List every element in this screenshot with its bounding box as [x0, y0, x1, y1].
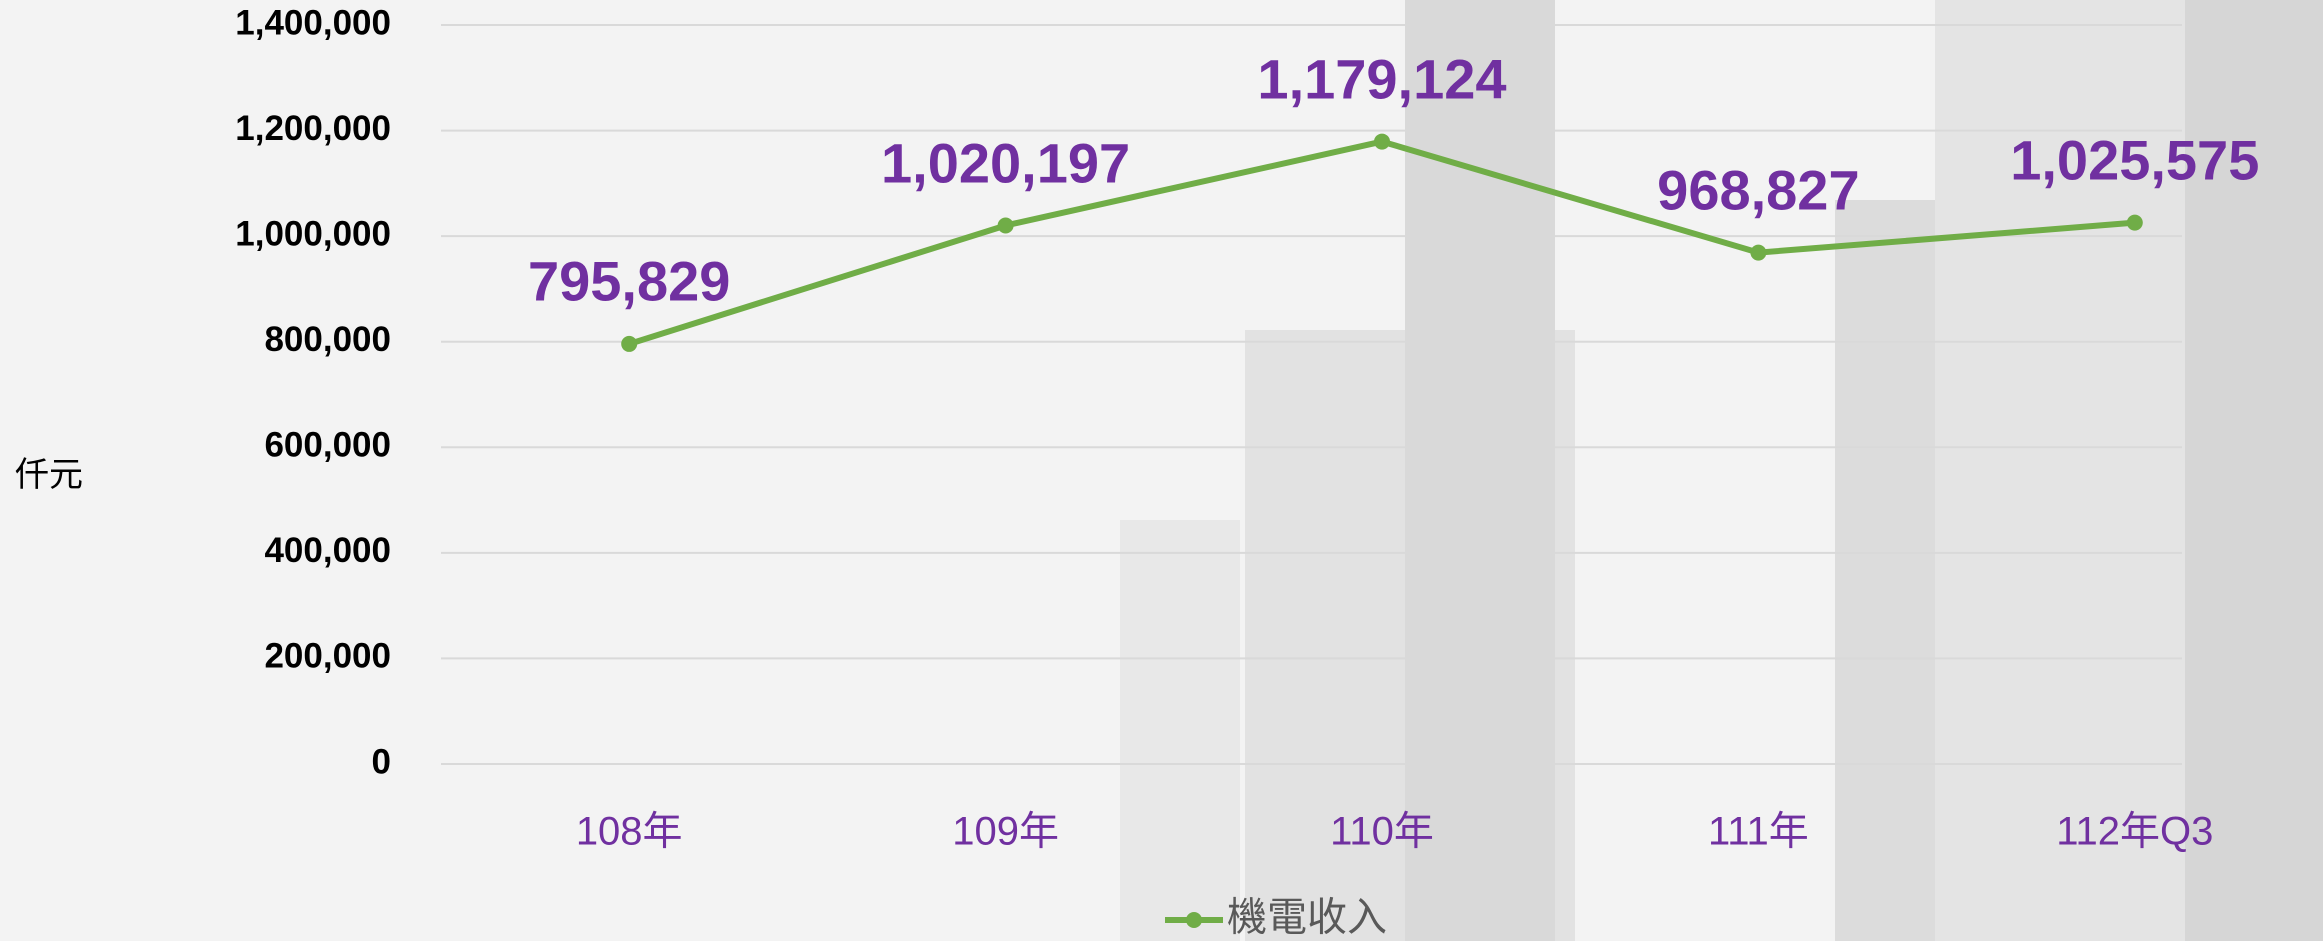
marker [621, 335, 638, 352]
y-tick-label: 1,200,000 [235, 109, 391, 148]
y-tick-label: 1,000,000 [235, 214, 391, 253]
marker [2126, 214, 2143, 231]
y-tick-label: 200,000 [264, 637, 391, 676]
y-tick-label: 1,400,000 [235, 3, 391, 42]
data-label: 1,025,575 [2010, 128, 2259, 191]
x-tick-label: 108年 [576, 810, 683, 854]
x-tick-label: 112年Q3 [2056, 810, 2213, 854]
data-label: 1,179,124 [1257, 47, 1506, 110]
x-tick-label: 111年 [1708, 810, 1809, 854]
marker [997, 217, 1014, 234]
y-tick-label: 400,000 [264, 531, 391, 570]
marker [1750, 244, 1767, 261]
y-tick-label: 800,000 [264, 320, 391, 359]
marker [1374, 133, 1390, 150]
x-tick-label: 109年 [952, 810, 1059, 854]
data-label: 795,829 [528, 250, 730, 313]
x-tick-label: 110年 [1330, 810, 1434, 854]
y-axis-label: 仟元 [15, 456, 83, 494]
y-tick-label: 0 [372, 742, 391, 781]
background-buildings [1120, 0, 2323, 941]
legend-label: 機電收入 [1227, 896, 1387, 940]
legend-marker [1186, 912, 1202, 928]
y-tick-label: 600,000 [264, 426, 391, 465]
data-label: 968,827 [1657, 158, 1859, 221]
data-label: 1,020,197 [881, 131, 1130, 194]
